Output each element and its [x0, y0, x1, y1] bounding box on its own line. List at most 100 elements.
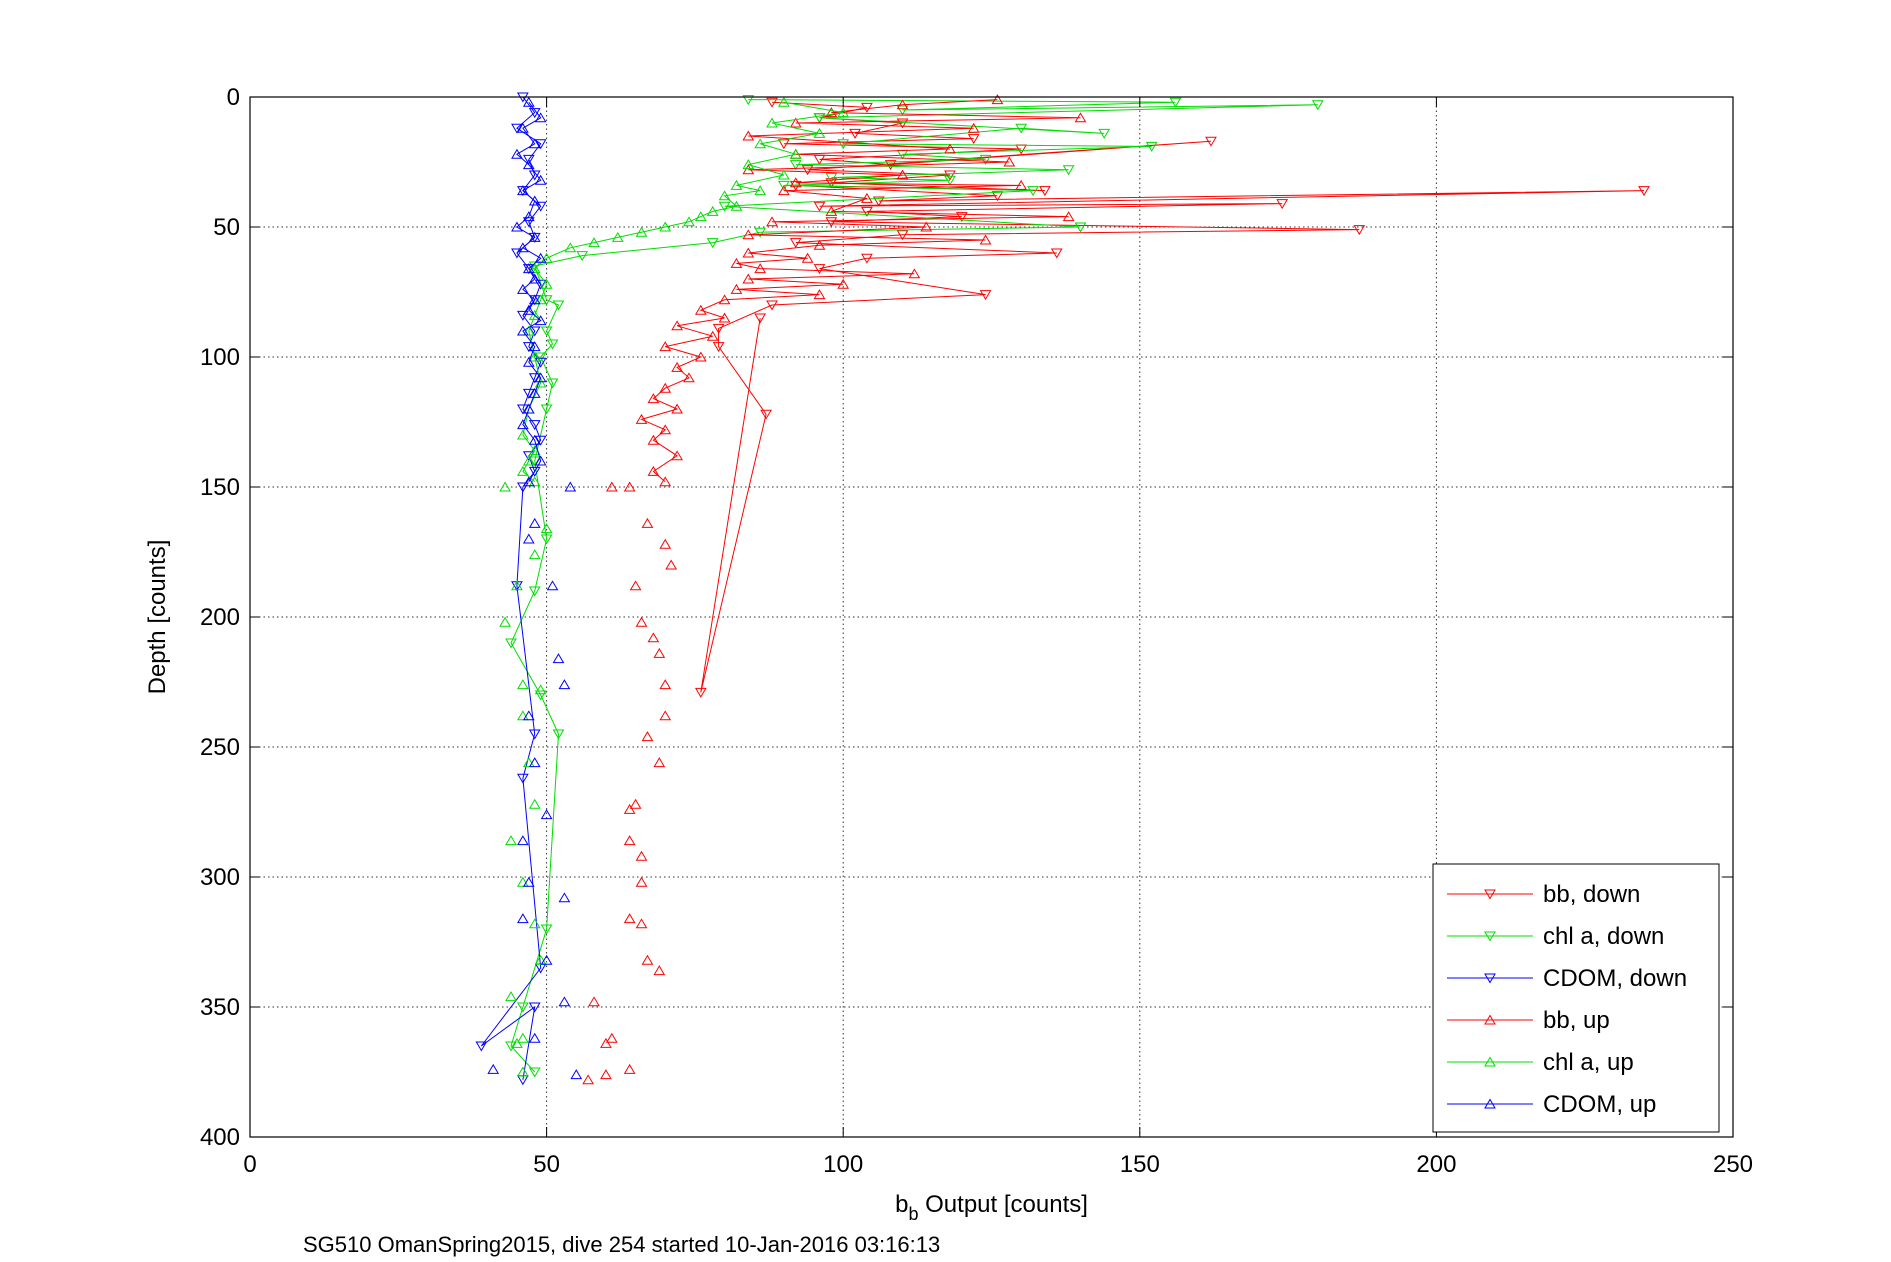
data-point: [979, 290, 992, 301]
data-point: [742, 130, 755, 141]
data-point: [511, 1037, 523, 1048]
data-point: [552, 729, 565, 740]
data-point: [534, 252, 547, 263]
data-point: [522, 154, 535, 165]
data-point: [778, 180, 790, 191]
data-point: [516, 1066, 529, 1077]
data-point: [671, 361, 683, 372]
series-points-6: [582, 481, 678, 1085]
y-tick-label: 300: [200, 864, 240, 891]
data-point: [505, 1041, 517, 1052]
data-point: [522, 757, 535, 768]
legend-label: chl a, up: [1543, 1049, 1634, 1076]
x-tick-label: 250: [1713, 1151, 1753, 1178]
y-tick-label: 100: [200, 344, 240, 371]
data-point: [534, 315, 547, 326]
data-point: [647, 434, 660, 445]
data-point: [659, 476, 672, 487]
data-point: [528, 729, 541, 740]
data-point: [837, 139, 850, 150]
data-point: [499, 616, 511, 627]
data-point: [718, 190, 731, 201]
series-line: [480, 96, 542, 1080]
y-tick-label: 400: [200, 1124, 240, 1151]
data-point: [564, 481, 577, 492]
data-point: [1169, 97, 1182, 108]
data-point: [659, 221, 672, 232]
legend-marker: [1484, 1056, 1496, 1067]
data-point: [659, 538, 672, 549]
data-point: [629, 798, 642, 809]
data-point: [511, 248, 523, 259]
legend-label: bb, down: [1543, 881, 1640, 908]
data-point: [534, 112, 547, 123]
data-point: [528, 517, 541, 528]
data-point: [813, 201, 826, 212]
data-point: [641, 731, 654, 742]
data-point: [588, 237, 600, 248]
data-point: [540, 404, 553, 415]
data-point: [712, 323, 725, 334]
data-point: [528, 309, 541, 320]
data-point: [641, 517, 654, 528]
data-point: [659, 424, 672, 435]
data-point: [534, 294, 547, 305]
data-point: [528, 294, 541, 305]
series-cdom-up: [511, 96, 547, 487]
data-point: [540, 809, 553, 820]
data-series: [475, 92, 1650, 1086]
data-point: [516, 310, 529, 321]
data-point: [1098, 128, 1111, 139]
data-point: [522, 342, 535, 353]
data-point: [896, 230, 909, 241]
data-point: [813, 264, 826, 275]
data-point: [516, 876, 529, 887]
data-point: [1145, 141, 1158, 152]
data-point: [825, 205, 838, 216]
x-tick-label: 150: [1120, 1151, 1160, 1178]
data-point: [742, 273, 755, 284]
data-point: [528, 387, 541, 398]
legend-marker: [1484, 973, 1496, 984]
data-point: [534, 455, 547, 466]
data-point: [528, 549, 541, 560]
data-point: [516, 465, 529, 476]
y-tick-label: 150: [200, 474, 240, 501]
data-point: [730, 200, 743, 211]
data-point: [534, 684, 547, 695]
data-point: [635, 850, 648, 861]
data-point: [754, 185, 767, 196]
data-point: [528, 273, 541, 284]
data-point: [528, 351, 541, 362]
data-point: [944, 170, 956, 181]
data-point: [641, 954, 654, 965]
data-point: [861, 192, 873, 203]
legend-box: [1432, 863, 1720, 1133]
x-tick-label: 200: [1416, 1151, 1456, 1178]
data-point: [730, 283, 743, 294]
data-point: [534, 352, 547, 363]
data-point: [742, 229, 755, 240]
data-point: [979, 234, 992, 245]
data-point: [1638, 186, 1650, 197]
legend: bb, down chl a, down CDOM, down bb, up chl a…: [1432, 863, 1720, 1133]
data-point: [896, 99, 909, 110]
data-point: [522, 388, 535, 399]
data-point: [522, 533, 535, 544]
data-point: [540, 326, 553, 337]
data-point: [1015, 179, 1028, 190]
legend-marker: [1484, 1098, 1496, 1109]
data-point: [671, 403, 683, 414]
data-point: [991, 191, 1004, 202]
data-point: [955, 212, 968, 223]
data-point: [647, 632, 660, 643]
data-point: [671, 320, 683, 331]
data-point: [754, 263, 767, 274]
data-point: [623, 1063, 636, 1074]
data-point: [789, 177, 802, 188]
data-point: [570, 1069, 583, 1080]
series-line: [510, 99, 1318, 1073]
data-point: [1205, 136, 1217, 147]
data-point: [944, 175, 956, 186]
